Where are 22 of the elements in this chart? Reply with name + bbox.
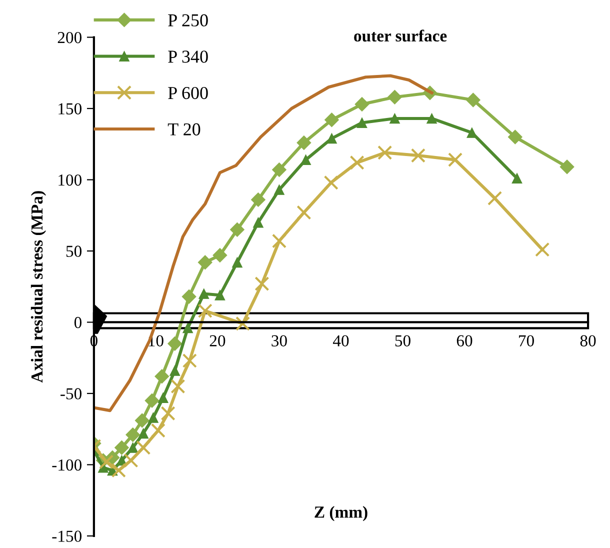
x-tick-label: 30 xyxy=(272,335,287,346)
y-axis-title: Axial residual stress (MPa) xyxy=(30,191,46,383)
x-tick-label: 60 xyxy=(456,335,472,346)
x-tick-label: 40 xyxy=(332,335,349,346)
chart-title: outer surface xyxy=(354,30,447,42)
x-axis-title: Z (mm) xyxy=(314,506,368,522)
x-tick-label: 70 xyxy=(519,335,534,346)
legend-label: T 20 xyxy=(168,123,200,136)
x-tick-label: 80 xyxy=(580,335,596,346)
y-tick-label: 0 xyxy=(74,316,82,328)
x-tick-label: 20 xyxy=(210,335,226,346)
legend-label: P 250 xyxy=(168,14,208,26)
legend-label: P 600 xyxy=(168,86,208,100)
y-tick-label: -150 xyxy=(52,530,82,542)
y-tick-label: 150 xyxy=(58,103,82,114)
y-tick-label: 50 xyxy=(66,246,82,257)
y-tick-label: 100 xyxy=(58,174,82,186)
y-tick-label: -50 xyxy=(60,388,82,400)
x-tick-label: 50 xyxy=(395,335,410,346)
legend-label: P 340 xyxy=(168,50,208,63)
y-tick-label: -100 xyxy=(52,459,82,471)
y-tick-label: 200 xyxy=(58,32,82,44)
